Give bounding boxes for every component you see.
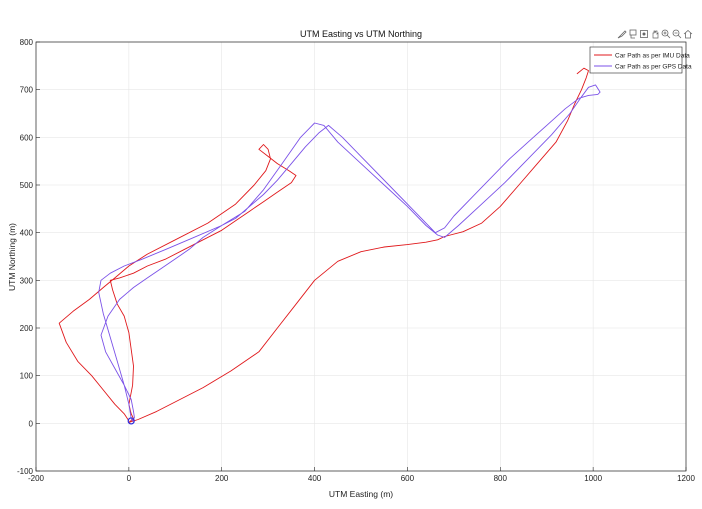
axes-box bbox=[35, 41, 687, 472]
y-axis-label: UTM Northing (m) bbox=[7, 223, 17, 291]
rotate-icon[interactable] bbox=[639, 28, 649, 40]
x-tick-label: 0 bbox=[127, 474, 132, 483]
y-ticks: -100 0 100 200 300 400 500 600 700 800 bbox=[17, 38, 40, 476]
chart-title: UTM Easting vs UTM Northing bbox=[300, 29, 422, 39]
series-imu-path bbox=[58, 67, 589, 423]
zoom-out-icon[interactable] bbox=[672, 28, 682, 40]
x-axis-label: UTM Easting (m) bbox=[329, 489, 393, 499]
y-tick-label: 100 bbox=[20, 372, 34, 381]
zoom-in-icon[interactable] bbox=[661, 28, 671, 40]
y-tick-label: -100 bbox=[17, 467, 34, 476]
x-tick-label: -200 bbox=[28, 474, 45, 483]
legend: Car Path as per IMU Data Car Path as per… bbox=[589, 46, 692, 74]
home-icon[interactable] bbox=[683, 28, 693, 40]
x-tick-label: 800 bbox=[494, 474, 508, 483]
grid bbox=[35, 41, 687, 472]
y-tick-label: 700 bbox=[20, 86, 34, 95]
y-tick-label: 500 bbox=[20, 181, 34, 190]
pan-icon[interactable] bbox=[650, 28, 660, 40]
y-tick-label: 300 bbox=[20, 276, 34, 285]
legend-box bbox=[589, 46, 683, 74]
plot-toolbar bbox=[617, 28, 693, 42]
x-tick-label: 600 bbox=[401, 474, 415, 483]
x-tick-label: 1200 bbox=[677, 474, 695, 483]
x-tick-label: 200 bbox=[215, 474, 229, 483]
brush-icon[interactable] bbox=[617, 28, 627, 40]
x-tick-label: 400 bbox=[308, 474, 322, 483]
legend-label-imu: Car Path as per IMU Data bbox=[615, 53, 690, 60]
x-ticks: -200 0 200 400 600 800 1000 1200 bbox=[28, 467, 695, 483]
y-tick-label: 600 bbox=[20, 133, 34, 142]
y-tick-label: 200 bbox=[20, 324, 34, 333]
x-tick-label: 1000 bbox=[584, 474, 602, 483]
series-layer bbox=[58, 67, 601, 425]
start-loop-marker bbox=[127, 417, 135, 425]
y-tick-label: 400 bbox=[20, 229, 34, 238]
y-tick-label: 800 bbox=[20, 38, 34, 47]
data-tips-icon[interactable] bbox=[628, 28, 638, 40]
y-tick-label: 0 bbox=[29, 419, 34, 428]
series-gps-path bbox=[98, 84, 601, 422]
legend-label-gps: Car Path as per GPS Data bbox=[615, 64, 692, 71]
